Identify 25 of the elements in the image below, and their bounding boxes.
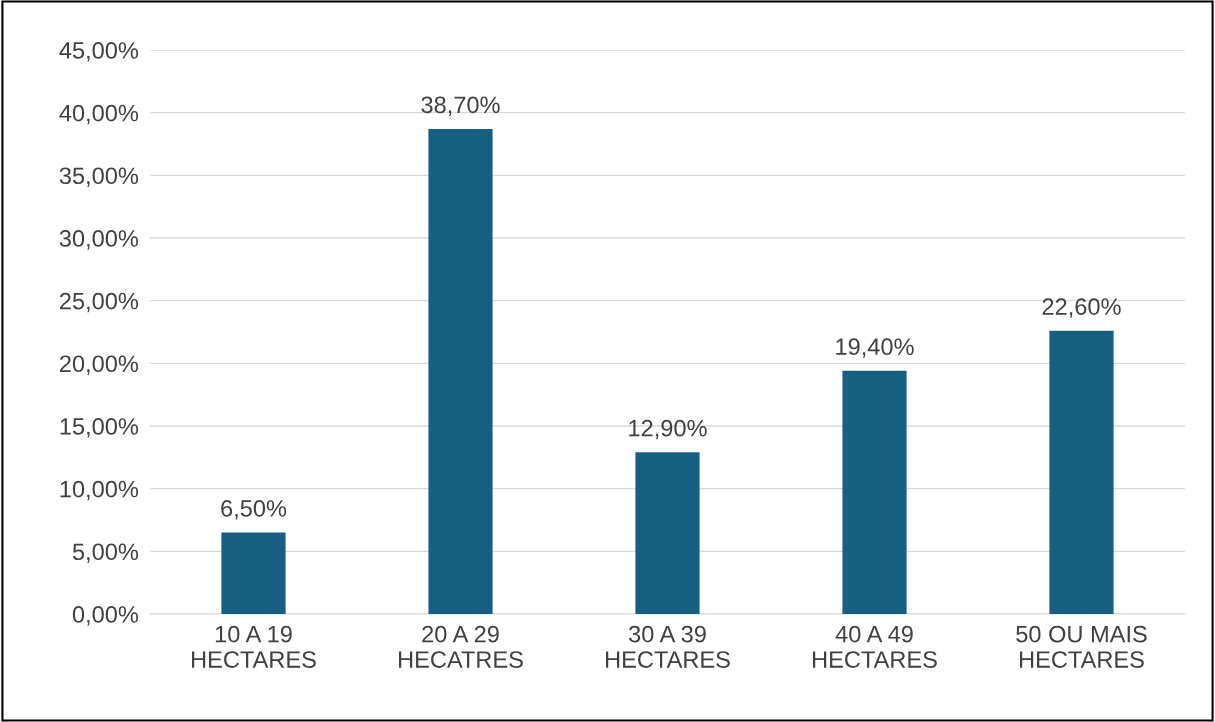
bar	[428, 128, 493, 614]
y-tick-label: 30,00%	[59, 230, 139, 250]
data-label: 6,50%	[221, 500, 287, 520]
bar	[842, 370, 907, 614]
bar	[1049, 330, 1114, 614]
x-tick-label: 20 A 29 HECATRES	[399, 625, 523, 668]
x-tick-label: 50 OU MAIS HECTARES	[1016, 625, 1147, 668]
y-tick-label: 40,00%	[59, 104, 139, 125]
y-tick-label: 5,00%	[72, 543, 139, 563]
x-tick-label: 40 A 49 HECTARES	[813, 625, 937, 668]
y-tick-label: 20,00%	[60, 355, 139, 375]
y-tick-label: 25,00%	[60, 292, 139, 313]
data-label: 22,60%	[1042, 298, 1121, 318]
y-tick-label: 10,00%	[60, 480, 139, 501]
y-tick-label: 0,00%	[72, 606, 139, 626]
y-tick-label: 15,00%	[60, 418, 139, 438]
data-label: 19,40%	[836, 338, 914, 358]
x-tick-label: 30 A 39 HECTARES	[606, 625, 730, 668]
y-tick-label: 35,00%	[59, 167, 139, 187]
y-tick-label: 45,00%	[59, 42, 139, 62]
data-label: 12,90%	[629, 419, 707, 440]
bar	[635, 452, 700, 614]
bar	[221, 532, 286, 614]
x-tick-label: 10 A 19 HECTARES	[192, 625, 316, 668]
data-label: 38,70%	[421, 96, 500, 116]
